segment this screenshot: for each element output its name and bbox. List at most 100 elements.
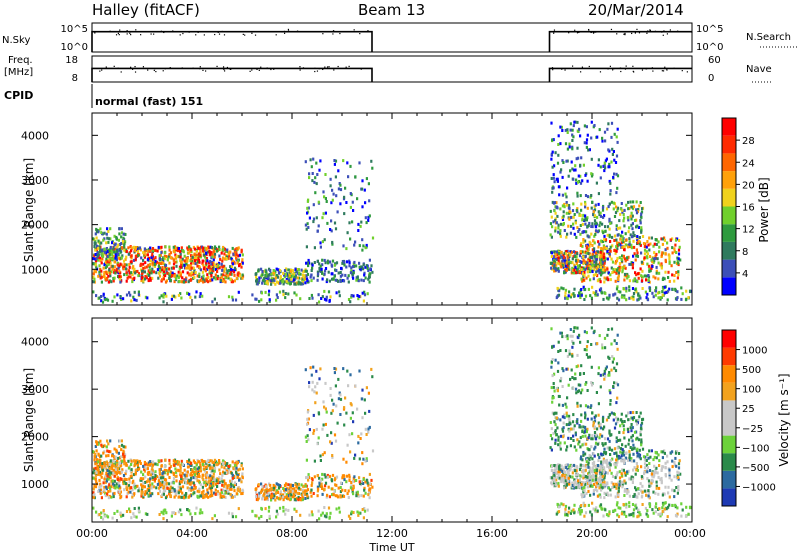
heatmap-cell: [121, 459, 124, 463]
heatmap-cell: [594, 273, 597, 276]
heatmap-cell: [219, 257, 222, 261]
heatmap-cell: [550, 251, 554, 255]
heatmap-cell: [171, 486, 174, 490]
heatmap-cell: [559, 229, 562, 233]
trace-point: [367, 30, 369, 32]
heatmap-cell: [574, 164, 577, 168]
trace-point: [318, 68, 320, 70]
heatmap-cell: [257, 280, 260, 284]
heatmap-cell: [184, 278, 187, 282]
heatmap-cell: [667, 289, 670, 293]
heatmap-cell: [160, 251, 163, 254]
heatmap-cell: [192, 266, 195, 270]
heatmap-cell: [157, 459, 160, 463]
heatmap-cell: [147, 484, 150, 488]
heatmap-cell: [590, 194, 593, 197]
heatmap-cell: [168, 276, 171, 280]
heatmap-cell: [650, 236, 653, 240]
heatmap-cell: [105, 465, 108, 469]
heatmap-cell: [674, 243, 677, 247]
heatmap-cell: [553, 262, 556, 266]
heatmap-cell: [93, 468, 96, 472]
heatmap-cell: [561, 204, 564, 208]
heatmap-cell: [601, 240, 605, 243]
heatmap-cell: [333, 263, 336, 267]
heatmap-cell: [656, 257, 659, 261]
heatmap-cell: [671, 273, 674, 277]
trace-point: [613, 68, 615, 70]
heatmap-cell: [317, 487, 320, 491]
heatmap-cell: [151, 252, 154, 256]
heatmap-cell: [608, 293, 611, 297]
heatmap-cell: [666, 298, 669, 302]
heatmap-cell: [168, 492, 171, 496]
heatmap-cell: [353, 243, 356, 247]
heatmap-cell: [270, 272, 273, 276]
heatmap-cell: [307, 473, 310, 477]
heatmap-cell: [323, 473, 326, 477]
heatmap-cell: [114, 242, 117, 246]
heatmap-cell: [227, 276, 230, 280]
heatmap-cell: [604, 225, 607, 229]
heatmap-cell: [606, 267, 609, 271]
heatmap-cell: [603, 214, 606, 218]
heatmap-cell: [343, 406, 346, 410]
heatmap-cell: [650, 266, 653, 270]
heatmap-cell: [119, 295, 122, 298]
heatmap-cell: [569, 464, 572, 468]
heatmap-cell: [311, 388, 314, 392]
colorbar-tick-label: 24: [742, 158, 755, 169]
heatmap-cell: [117, 256, 121, 260]
heatmap-cell: [325, 200, 328, 203]
heatmap-cell: [117, 456, 120, 460]
heatmap-cell: [213, 458, 217, 462]
heatmap-cell: [291, 484, 294, 487]
heatmap-cell: [312, 220, 315, 224]
heatmap-cell: [352, 420, 355, 424]
heatmap-cell: [262, 493, 265, 497]
heatmap-cell: [664, 252, 667, 256]
heatmap-cell: [287, 278, 290, 282]
heatmap-cell: [202, 263, 205, 267]
heatmap-cell: [636, 254, 639, 258]
heatmap-cell: [565, 268, 568, 272]
heatmap-cell: [559, 254, 562, 258]
heatmap-cell: [146, 296, 149, 300]
heatmap-cell: [607, 297, 610, 301]
heatmap-cell: [299, 272, 302, 276]
heatmap-cell: [220, 465, 223, 469]
heatmap-cell: [296, 271, 299, 275]
heatmap-cell: [106, 449, 109, 453]
heatmap-cell: [622, 213, 625, 216]
heatmap-cell: [95, 510, 98, 514]
power-ytick-4000: 4000: [21, 129, 49, 142]
trace-point: [345, 66, 347, 68]
heatmap-cell: [616, 209, 619, 213]
heatmap-cell: [299, 513, 302, 517]
heatmap-cell: [328, 298, 331, 302]
heatmap-cell: [555, 177, 558, 181]
heatmap-cell: [116, 478, 119, 481]
heatmap-cell: [323, 195, 326, 199]
heatmap-cell: [98, 513, 101, 516]
heatmap-cell: [628, 240, 631, 244]
heatmap-cell: [304, 223, 307, 227]
heatmap-cell: [120, 477, 123, 481]
heatmap-cell: [173, 245, 177, 249]
heatmap-cell: [555, 296, 558, 300]
heatmap-cell: [107, 490, 110, 493]
heatmap-cell: [661, 290, 664, 294]
heatmap-cell: [349, 237, 352, 241]
heatmap-cell: [210, 459, 213, 463]
heatmap-cell: [267, 509, 270, 513]
heatmap-cell: [113, 485, 116, 489]
heatmap-cell: [110, 257, 113, 261]
trace-point: [623, 33, 625, 35]
heatmap-cell: [364, 216, 367, 220]
heatmap-cell: [196, 474, 200, 478]
heatmap-cell: [586, 270, 589, 274]
heatmap-cell: [304, 497, 307, 500]
heatmap-cell: [363, 273, 366, 277]
heatmap-cell: [591, 270, 594, 273]
heatmap-cell: [359, 267, 362, 271]
